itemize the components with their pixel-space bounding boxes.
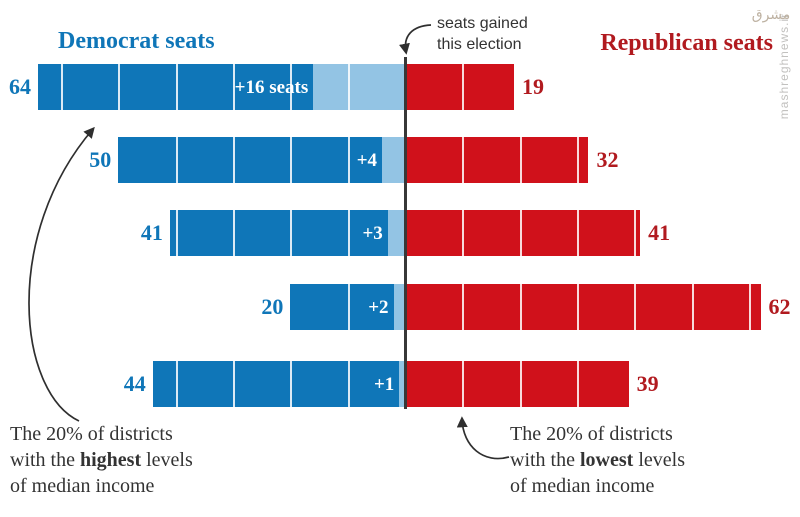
gained-seats-label: +4 [356, 150, 378, 171]
bar-gridline [175, 210, 178, 256]
dem-gained-segment [393, 284, 405, 330]
bar-gridline [519, 284, 522, 330]
lo-line3: of median income [510, 475, 655, 497]
democrat-total-label: 44 [123, 371, 146, 396]
rep-bar-segment [405, 284, 761, 330]
bar-gridline [577, 137, 580, 183]
bar-gridline [232, 210, 235, 256]
dem-bar-segment [169, 210, 388, 256]
rep-bar-segment [405, 210, 641, 256]
gained-seats-label: +2 [368, 297, 389, 318]
bar-gridline [347, 64, 350, 110]
center-axis-line [404, 57, 407, 409]
lo-line2-post: levels [633, 449, 685, 471]
seats-gained-line1: seats gained [437, 15, 528, 32]
gained-seats-label: +16 seats [234, 77, 309, 98]
bar-gridline [290, 64, 293, 110]
lo-line2-bold: lowest [580, 449, 634, 471]
bar-gridline [60, 64, 63, 110]
bar-gridline [175, 137, 178, 183]
bar-gridline [462, 64, 465, 110]
republican-total-label: 62 [768, 294, 791, 319]
bar-gridline [347, 210, 350, 256]
bar-gridline [232, 137, 235, 183]
bar-gridline [175, 361, 178, 407]
bar-gridline [577, 284, 580, 330]
bar-gridline [290, 137, 293, 183]
arrow-lowest-income [456, 416, 510, 460]
hi-line2-bold: highest [80, 449, 142, 471]
bar-gridline [290, 210, 293, 256]
democrat-seats-title: Democrat seats [58, 28, 215, 54]
highest-income-annotation: The 20% of districts with the highest le… [10, 421, 193, 499]
dem-gained-segment [399, 361, 405, 407]
bar-gridline [519, 210, 522, 256]
bar-gridline [691, 284, 694, 330]
gained-seats-label: +3 [362, 223, 383, 244]
bar-gridline [462, 137, 465, 183]
bar-gridline [634, 210, 637, 256]
dem-bar-segment [118, 137, 383, 183]
republican-total-label: 39 [636, 371, 659, 396]
lowest-income-annotation: The 20% of districts with the lowest lev… [510, 421, 685, 499]
bar-gridline [347, 284, 350, 330]
bar-gridline [634, 284, 637, 330]
arrow-seats-gained [399, 24, 432, 55]
democrat-total-label: 20 [261, 294, 284, 319]
bar-gridline [577, 361, 580, 407]
bar-gridline [519, 361, 522, 407]
bar-gridline [232, 64, 235, 110]
rep-bar-segment [405, 64, 514, 110]
seats-gained-annotation: seats gained this election [437, 13, 528, 55]
hi-line2-pre: with the [10, 449, 80, 471]
republican-seats-title: Republican seats [600, 30, 773, 56]
dem-gained-segment [313, 64, 405, 110]
bar-gridline [290, 361, 293, 407]
seats-gained-line2: this election [437, 36, 522, 53]
lo-line1: The 20% of districts [510, 423, 673, 445]
bar-gridline [175, 64, 178, 110]
bar-gridline [577, 210, 580, 256]
rep-bar-segment [405, 137, 589, 183]
bar-gridline [118, 64, 121, 110]
watermark-site: mashreghnews.ir [777, 12, 791, 120]
bar-gridline [519, 137, 522, 183]
hi-line1: The 20% of districts [10, 423, 173, 445]
watermark-logo: مشرق [751, 7, 791, 23]
hi-line2-post: levels [141, 449, 193, 471]
democrat-total-label: 41 [140, 220, 163, 245]
bar-gridline [232, 361, 235, 407]
dem-bar-segment [152, 361, 400, 407]
bar-gridline [462, 210, 465, 256]
dem-gained-segment [382, 137, 405, 183]
bar-gridline [462, 284, 465, 330]
republican-total-label: 19 [521, 74, 544, 99]
rep-bar-segment [405, 361, 629, 407]
democrat-total-label: 50 [89, 147, 112, 172]
gained-seats-label: +1 [373, 374, 395, 395]
republican-total-label: 32 [596, 147, 619, 172]
dem-gained-segment [387, 210, 405, 256]
bar-gridline [347, 137, 350, 183]
bar-gridline [347, 361, 350, 407]
bar-gridline [749, 284, 752, 330]
hi-line3: of median income [10, 475, 155, 497]
bar-gridline [462, 361, 465, 407]
republican-total-label: 41 [648, 220, 671, 245]
democrat-total-label: 64 [9, 74, 32, 99]
lo-line2-pre: with the [510, 449, 580, 471]
dem-bar-segment [290, 284, 394, 330]
